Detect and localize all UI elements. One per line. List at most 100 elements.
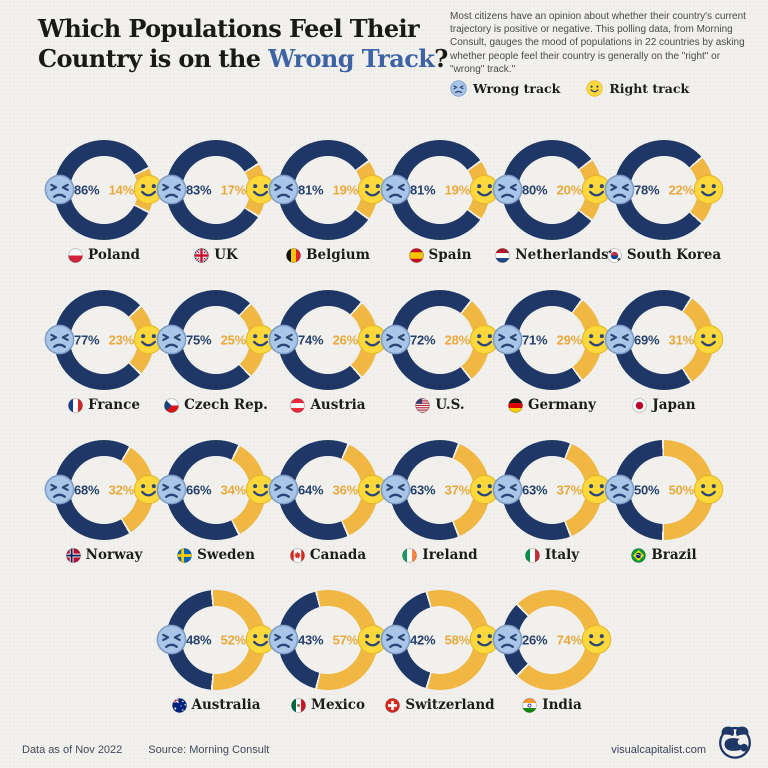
flag-india-icon bbox=[522, 697, 537, 713]
flag-sweden-icon bbox=[177, 547, 192, 563]
country-card-canada: 64% 36% bbox=[268, 440, 388, 564]
sad-face-icon bbox=[604, 474, 635, 505]
wrong-percent-label: 83% bbox=[186, 182, 212, 198]
donut-chart-sweden: 66% 34% bbox=[156, 440, 276, 540]
donut-hole bbox=[630, 156, 698, 224]
wrong-percent-label: 50% bbox=[634, 482, 660, 498]
country-card-netherlands: 80% 20% bbox=[492, 140, 612, 264]
country-card-australia: 48% 52% bbox=[156, 590, 276, 714]
flag-mexico-icon bbox=[291, 697, 306, 713]
country-name: Australia bbox=[191, 697, 261, 713]
country-caption: Czech Rep. bbox=[164, 396, 268, 414]
happy-face-icon bbox=[469, 624, 500, 655]
happy-face-icon bbox=[581, 174, 612, 205]
donut-hole bbox=[518, 306, 586, 374]
donut-chart-norway: 68% 32% bbox=[44, 440, 164, 540]
happy-face-icon bbox=[357, 474, 388, 505]
page-title: Which Populations Feel Their Country is o… bbox=[38, 14, 448, 74]
happy-face-icon bbox=[693, 174, 724, 205]
donut-chart-germany: 71% 29% bbox=[492, 290, 612, 390]
country-name: Poland bbox=[88, 247, 140, 263]
sad-face-icon bbox=[380, 624, 411, 655]
happy-face-icon bbox=[245, 624, 276, 655]
country-caption: Germany bbox=[508, 396, 596, 414]
donut-hole bbox=[182, 156, 250, 224]
title-question-mark: ? bbox=[434, 44, 448, 73]
donut-chart-switzerland: 42% 58% bbox=[380, 590, 500, 690]
sad-face-icon bbox=[380, 174, 411, 205]
right-percent-label: 22% bbox=[668, 182, 695, 198]
wrong-percent-label: 66% bbox=[186, 482, 212, 498]
country-name: Belgium bbox=[306, 247, 370, 263]
donut-row-1: 86% 14% bbox=[0, 140, 768, 264]
country-caption: Brazil bbox=[631, 546, 697, 564]
wrong-percent-label: 80% bbox=[522, 182, 548, 198]
wrong-percent-label: 26% bbox=[522, 632, 548, 648]
donut-hole bbox=[406, 456, 474, 524]
title-line2-prefix: Country is on the bbox=[38, 44, 269, 73]
right-percent-label: 37% bbox=[556, 482, 583, 498]
country-name: Canada bbox=[309, 547, 367, 563]
donut-chart-czech: 75% 25% bbox=[156, 290, 276, 390]
country-card-ireland: 63% 37% bbox=[380, 440, 500, 564]
country-card-us: 72% 28% bbox=[380, 290, 500, 414]
right-percent-label: 50% bbox=[668, 482, 695, 498]
right-percent-label: 19% bbox=[332, 182, 359, 198]
country-name: South Korea bbox=[626, 247, 722, 263]
sad-face-icon bbox=[492, 624, 523, 655]
donut-hole bbox=[518, 606, 586, 674]
country-card-italy: 63% 37% bbox=[492, 440, 612, 564]
country-caption: Switzerland bbox=[385, 696, 495, 714]
country-card-germany: 71% 29% bbox=[492, 290, 612, 414]
country-name: Switzerland bbox=[405, 697, 495, 713]
donut-chart-ireland: 63% 37% bbox=[380, 440, 500, 540]
country-caption: Poland bbox=[68, 246, 140, 264]
donut-hole bbox=[70, 156, 138, 224]
country-card-poland: 86% 14% bbox=[44, 140, 164, 264]
donut-hole bbox=[182, 606, 250, 674]
donut-chart-southkorea: 78% 22% bbox=[604, 140, 724, 240]
country-name: UK bbox=[214, 247, 238, 263]
legend-label-right-track: Right track bbox=[609, 81, 690, 96]
sad-face-icon bbox=[44, 174, 75, 205]
sad-face-icon bbox=[156, 174, 187, 205]
happy-face-icon bbox=[586, 80, 603, 97]
country-name: Brazil bbox=[651, 547, 697, 563]
donut-chart-poland: 86% 14% bbox=[44, 140, 164, 240]
country-name: U.S. bbox=[435, 397, 465, 413]
right-percent-label: 29% bbox=[556, 332, 583, 348]
donut-row-4: 48% 52% bbox=[0, 590, 768, 714]
site-url: visualcapitalist.com bbox=[611, 744, 706, 756]
right-percent-label: 14% bbox=[108, 182, 135, 198]
country-card-sweden: 66% 34% bbox=[156, 440, 276, 564]
country-name: Austria bbox=[310, 397, 366, 413]
donut-chart-us: 72% 28% bbox=[380, 290, 500, 390]
country-caption: Spain bbox=[408, 246, 471, 264]
right-percent-label: 36% bbox=[332, 482, 359, 498]
right-percent-label: 17% bbox=[220, 182, 247, 198]
right-percent-label: 20% bbox=[556, 182, 583, 198]
wrong-percent-label: 69% bbox=[634, 332, 660, 348]
country-name: Sweden bbox=[197, 547, 255, 563]
donut-hole bbox=[406, 306, 474, 374]
country-name: France bbox=[88, 397, 140, 413]
flag-brazil-icon bbox=[631, 547, 647, 563]
wrong-percent-label: 74% bbox=[298, 332, 324, 348]
legend-label-wrong-track: Wrong track bbox=[473, 81, 561, 96]
flag-australia-icon bbox=[171, 697, 187, 713]
flag-canada-icon bbox=[290, 547, 305, 563]
right-percent-label: 23% bbox=[108, 332, 135, 348]
wrong-percent-label: 75% bbox=[186, 332, 212, 348]
sad-face-icon bbox=[492, 474, 523, 505]
donut-hole bbox=[406, 606, 474, 674]
country-card-uk: 83% 17% bbox=[156, 140, 276, 264]
donut-hole bbox=[630, 306, 698, 374]
sad-face-icon bbox=[268, 474, 299, 505]
sad-face-icon bbox=[44, 474, 75, 505]
flag-germany-icon bbox=[508, 397, 523, 413]
wrong-percent-label: 77% bbox=[74, 332, 100, 348]
country-caption: South Korea bbox=[607, 246, 721, 264]
country-card-switzerland: 42% 58% bbox=[380, 590, 500, 714]
country-card-france: 77% 23% bbox=[44, 290, 164, 414]
